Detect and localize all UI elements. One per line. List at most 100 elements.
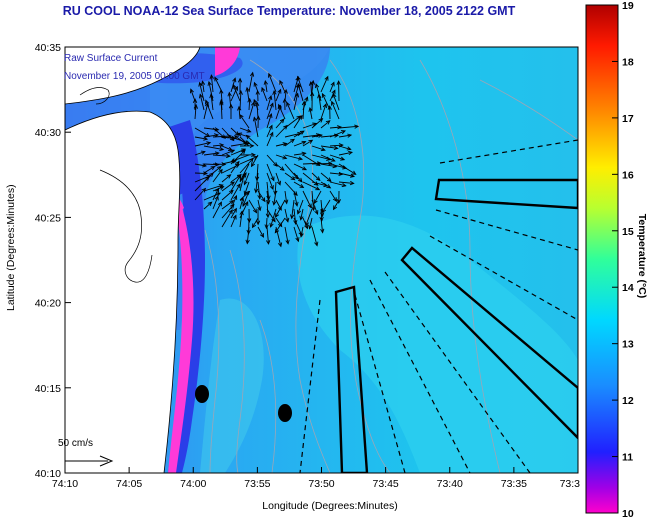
current-vector-head [298,177,303,183]
current-vector-head [299,130,305,135]
current-vector [302,139,313,147]
current-vector-head [251,223,257,229]
current-vector [333,199,340,210]
current-vector [194,104,197,120]
current-vector-head [217,201,222,207]
current-vector [320,163,337,168]
current-vector [302,190,312,208]
current-vector-head [269,131,274,137]
current-vector [253,117,259,138]
current-vector [243,172,250,185]
current-vector-head [232,83,237,89]
current-vector [221,149,235,156]
current-vector-head [274,213,280,218]
nj-coastline [65,110,181,473]
map-title: RU COOL NOAA-12 Sea Surface Temperature:… [62,4,516,18]
current-vector-head [269,102,274,108]
current-vector [329,90,336,102]
current-vector-head [315,186,321,191]
current-vector [293,141,306,147]
current-vector [212,201,222,219]
current-vector-head [296,115,302,120]
current-vector-head [256,115,261,121]
current-vector [329,190,337,202]
current-vector [194,142,211,147]
current-vector [275,199,286,218]
current-vector-head [349,180,355,186]
current-vector-head [242,201,247,207]
current-vector-head [246,128,252,133]
current-vector [194,151,206,156]
current-vector-head [282,98,287,103]
current-vector-head [277,88,282,94]
current-vector-head [269,185,274,191]
current-vector-head [200,150,206,155]
current-vector [273,90,277,111]
current-vector [205,100,214,120]
current-vector-head [320,228,325,234]
current-vector-head [296,82,302,88]
current-vector-head [282,142,288,147]
current-vector-head [301,100,307,106]
current-vector [275,154,287,159]
current-vector [311,181,328,187]
y-tick-label: 40:15 [35,383,61,395]
current-vector [338,172,355,177]
current-vector [230,174,242,192]
current-vector-head [261,197,266,203]
current-vector-head [336,80,341,86]
current-vector [221,209,233,228]
current-vector [329,181,346,187]
current-vector-head [268,113,273,119]
radar-transect-lines [299,139,578,473]
current-vector [212,154,230,157]
current-vector-head [214,195,219,201]
current-vector-head [283,88,288,94]
current-vector [248,102,255,120]
current-vector [199,82,205,102]
current-vector-head [214,162,220,167]
current-vector [194,163,207,167]
current-vector-head [205,99,210,105]
current-vector-head [261,86,266,92]
current-vector [239,197,244,210]
current-vector [293,226,299,242]
y-tick-label: 40:10 [35,468,61,480]
current-vector-head [265,213,270,219]
current-vector-head [219,88,224,94]
current-vector-head [330,81,335,87]
current-vector-head [219,98,224,104]
current-vector [293,130,305,138]
current-vector-head [268,72,273,78]
colorbar [585,4,619,514]
current-vector [293,190,298,206]
current-vector [266,190,270,204]
current-vector [275,143,287,147]
current-vector-head [272,200,277,206]
current-vector [239,211,243,228]
current-vector-head [237,105,242,111]
current-vector [239,114,250,129]
current-vector [230,208,237,219]
current-vector [309,217,313,229]
current-vector [252,217,259,228]
current-vector-head [214,151,220,156]
current-vector [331,101,340,120]
current-vector [284,181,298,196]
current-vector-head [319,216,324,222]
current-vector [239,127,251,133]
current-vector [203,152,219,156]
current-vector [212,188,219,201]
x-tick-label: 73:40 [437,478,463,490]
current-vector-head [228,103,234,109]
current-vector-head [295,237,300,243]
current-vector [284,154,303,160]
current-vector-head [279,166,285,171]
colorbar-tick-label: 13 [622,339,634,351]
current-vector-head [228,209,233,215]
current-vector-head [252,116,258,122]
current-vector [266,132,274,147]
current-vector [239,156,258,165]
current-vector-head [189,88,194,94]
current-vector-head [308,224,313,230]
